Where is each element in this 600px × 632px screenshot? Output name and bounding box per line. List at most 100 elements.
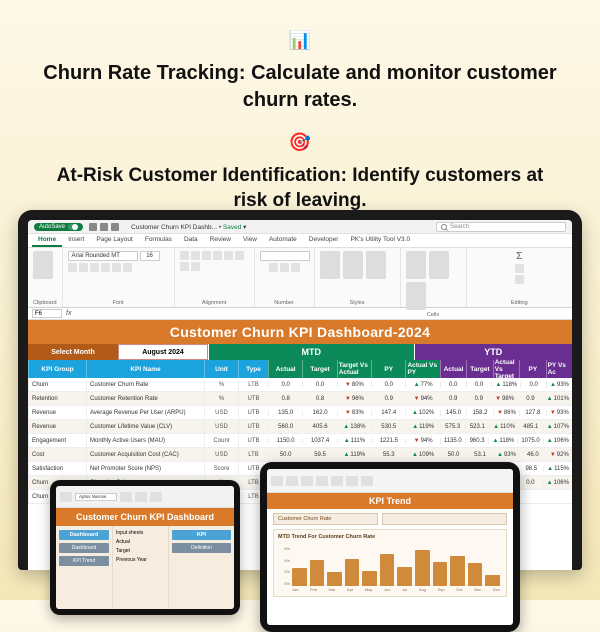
ribbon-chip-icon[interactable] xyxy=(150,492,162,502)
currency-icon[interactable] xyxy=(269,263,278,272)
font-select[interactable]: Aptos Narrow xyxy=(75,493,117,501)
search-input[interactable]: Search xyxy=(436,222,566,232)
number-format-select[interactable] xyxy=(260,251,310,261)
actual-button[interactable]: Actual xyxy=(116,539,165,545)
conditional-formatting-icon[interactable] xyxy=(320,251,340,279)
subhead-text: At-Risk Customer Identification: Identif… xyxy=(40,163,560,214)
align-bottom-icon[interactable] xyxy=(202,251,211,260)
chart-bar xyxy=(345,559,360,586)
cell: ▲ 106% xyxy=(543,480,572,486)
align-right-icon[interactable] xyxy=(180,262,189,271)
column-header-row: KPI Group KPI Name Unit Type ActualTarge… xyxy=(28,360,572,378)
ribbon-tab-data[interactable]: Data xyxy=(178,234,204,247)
group-font: Arial Rounded MT 16 Font xyxy=(63,248,175,307)
merge-icon[interactable] xyxy=(191,262,200,271)
save-icon[interactable] xyxy=(89,223,97,231)
ribbon-tab-automate[interactable]: Automate xyxy=(263,234,303,247)
group-label: Editing xyxy=(472,300,567,306)
table-row[interactable]: CostCustomer Acquisition Cost (CAC)USDLT… xyxy=(28,448,572,462)
select-month-value[interactable]: August 2024 xyxy=(118,344,208,360)
insert-cells-icon[interactable] xyxy=(406,251,426,279)
kpi-selector[interactable]: Customer Churn Rate xyxy=(273,513,378,525)
wrap-text-icon[interactable] xyxy=(213,251,222,260)
cell: ▲ 138% xyxy=(337,424,371,430)
previous-year-button[interactable]: Previous Year xyxy=(116,557,165,563)
bold-icon[interactable] xyxy=(68,263,77,272)
underline-icon[interactable] xyxy=(90,263,99,272)
target-icon: 🎯 xyxy=(289,130,311,154)
ribbon-tab-formulas[interactable]: Formulas xyxy=(139,234,178,247)
table-row[interactable]: ChurnCustomer Churn Rate%LTB0.00.0▼ 80%0… xyxy=(28,378,572,392)
ribbon-chip-icon[interactable] xyxy=(331,476,343,486)
input-header: Input sheets xyxy=(116,530,165,536)
fill-color-icon[interactable] xyxy=(112,263,121,272)
ribbon-chip-icon[interactable] xyxy=(135,492,147,502)
paste-icon[interactable] xyxy=(33,251,53,279)
name-box[interactable]: F6 xyxy=(32,309,62,318)
cell: UTB xyxy=(238,392,268,405)
ribbon-chip-icon[interactable] xyxy=(346,476,358,486)
ribbon-chip-icon[interactable] xyxy=(301,476,313,486)
kpi-panel: KPI Definition xyxy=(168,526,234,609)
italic-icon[interactable] xyxy=(79,263,88,272)
table-row[interactable]: RetentionCustomer Retention Rate%UTB0.80… xyxy=(28,392,572,406)
delete-cells-icon[interactable] xyxy=(429,251,449,279)
format-cells-icon[interactable] xyxy=(406,282,426,310)
cell: ▼ 86% xyxy=(493,410,519,416)
percent-icon[interactable] xyxy=(280,263,289,272)
dashboard-button[interactable]: Dashboard xyxy=(59,543,109,553)
fill-icon[interactable] xyxy=(515,264,524,273)
ribbon-chip-icon[interactable] xyxy=(120,492,132,502)
format-as-table-icon[interactable] xyxy=(343,251,363,279)
ribbon-tab-home[interactable]: Home xyxy=(32,234,62,247)
border-icon[interactable] xyxy=(101,263,110,272)
cell: 1150.0 xyxy=(268,438,302,444)
select-month-label: Select Month xyxy=(28,344,118,360)
clear-icon[interactable] xyxy=(515,275,524,284)
comma-icon[interactable] xyxy=(291,263,300,272)
table-row[interactable]: RevenueAverage Revenue Per User (ARPU)US… xyxy=(28,406,572,420)
align-top-icon[interactable] xyxy=(180,251,189,260)
font-size-select[interactable]: 16 xyxy=(140,251,160,261)
toggle-icon xyxy=(68,224,78,230)
cell: 0.0 xyxy=(302,382,336,388)
definition-button[interactable]: Definition xyxy=(172,543,231,553)
target-button[interactable]: Target xyxy=(116,548,165,554)
cell: ▲ 115% xyxy=(543,466,572,472)
autosum-icon[interactable]: Σ xyxy=(516,251,522,262)
chart-bar xyxy=(485,575,500,586)
redo-icon[interactable] xyxy=(111,223,119,231)
group-label: Alignment xyxy=(180,300,249,306)
align-left-icon[interactable] xyxy=(224,251,233,260)
cell: 50.0 xyxy=(268,452,302,458)
ribbon-chip-icon[interactable] xyxy=(286,476,298,486)
cell: ▲ 118% xyxy=(491,382,520,388)
excel-titlebar: AutoSave Customer Churn KPI Dashb... • S… xyxy=(28,220,572,234)
font-color-icon[interactable] xyxy=(123,263,132,272)
cell-styles-icon[interactable] xyxy=(366,251,386,279)
table-row[interactable]: EngagementMonthly Active Users (MAU)Coun… xyxy=(28,434,572,448)
ribbon-chip-icon[interactable] xyxy=(60,492,72,502)
align-center-icon[interactable] xyxy=(235,251,244,260)
cell: 135.0 xyxy=(268,410,302,416)
ribbon-tab-view[interactable]: View xyxy=(237,234,263,247)
x-tick: Aug xyxy=(419,587,426,594)
cell: 960.3 xyxy=(465,438,489,444)
kpi-trend-button[interactable]: KPI Trend xyxy=(59,556,109,566)
ribbon-tab-pk-s-utility-tool-v3-0[interactable]: PK's Utility Tool V3.0 xyxy=(344,234,416,247)
undo-icon[interactable] xyxy=(100,223,108,231)
ribbon-chip-icon[interactable] xyxy=(316,476,328,486)
ribbon-tab-insert[interactable]: Insert xyxy=(62,234,90,247)
ribbon-tab-review[interactable]: Review xyxy=(204,234,237,247)
ribbon-tab-developer[interactable]: Developer xyxy=(303,234,345,247)
align-middle-icon[interactable] xyxy=(191,251,200,260)
ribbon-tab-page-layout[interactable]: Page Layout xyxy=(90,234,139,247)
font-name-select[interactable]: Arial Rounded MT xyxy=(68,251,138,261)
autosave-toggle[interactable]: AutoSave xyxy=(34,223,83,231)
fx-icon[interactable]: fx xyxy=(66,310,71,317)
table-row[interactable]: RevenueCustomer Lifetime Value (CLV)USDU… xyxy=(28,420,572,434)
cell: 127.8 xyxy=(519,410,545,416)
cell: ▲ 111% xyxy=(337,438,371,444)
ribbon-chip-icon[interactable] xyxy=(271,476,283,486)
ribbon-chip-icon[interactable] xyxy=(361,476,373,486)
